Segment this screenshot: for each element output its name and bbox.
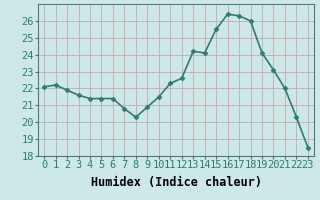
X-axis label: Humidex (Indice chaleur): Humidex (Indice chaleur) bbox=[91, 176, 261, 189]
